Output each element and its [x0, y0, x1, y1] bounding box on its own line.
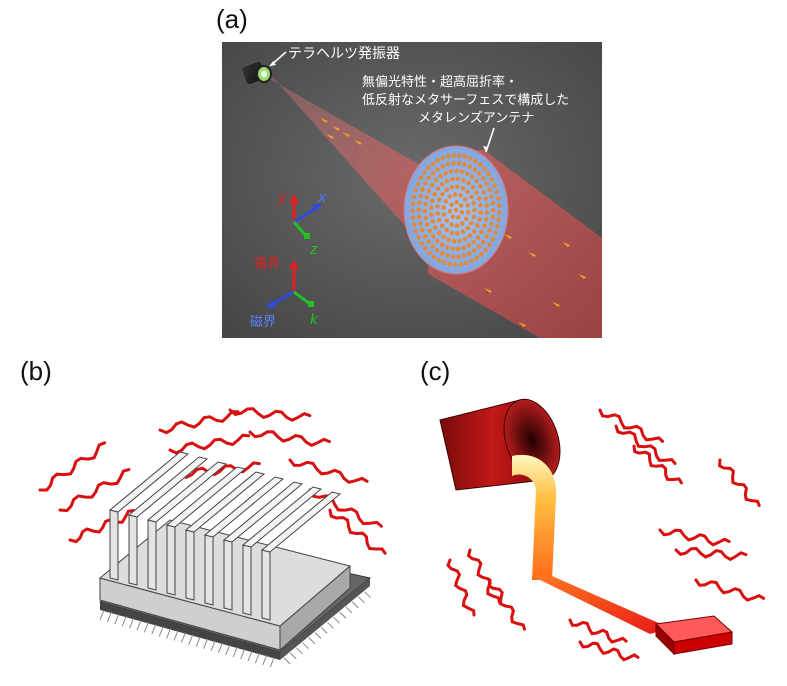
wavevector-k-label: k [310, 312, 319, 328]
panel-a-figure: テラヘルツ発振器 無偏光特性・超高屈折率・ 低反射なメタサーフェスで構成した メ… [222, 42, 602, 338]
magnetic-field-label: 磁界 [250, 315, 276, 330]
lens-label-line2: 低反射なメタサーフェスで構成した [362, 92, 569, 108]
panel-a-label: (a) [216, 4, 248, 34]
coordinate-axes: y x z [277, 190, 327, 258]
emitter-label: テラヘルツ発振器 [288, 46, 400, 62]
terahertz-emitter-icon [242, 61, 272, 85]
panel-c-figure [439, 398, 766, 662]
metal-ingot-icon [654, 615, 734, 656]
panel-b-figure [38, 407, 387, 668]
heatsink-icon [98, 451, 352, 652]
axis-z-label: z [309, 242, 318, 258]
field-axes: 電界 磁界 k [250, 257, 319, 330]
axis-y-label: y [277, 190, 287, 206]
beam-diverging [268, 72, 448, 274]
beam-wave-arrows [320, 118, 586, 327]
panel-c-label: (c) [420, 356, 451, 386]
panel-b-label: (b) [20, 356, 52, 386]
axis-x-label: x [317, 190, 327, 206]
lens-label-line3: メタレンズアンテナ [418, 110, 534, 126]
heat-wave-lines [446, 408, 766, 662]
heat-wave-lines [38, 407, 387, 555]
molten-metal-stream [512, 454, 670, 634]
metalens-unit-cells [410, 153, 502, 267]
lens-label-line1: 無偏光特性・超高屈折率・ [362, 74, 518, 90]
electric-field-label: 電界 [254, 257, 280, 272]
